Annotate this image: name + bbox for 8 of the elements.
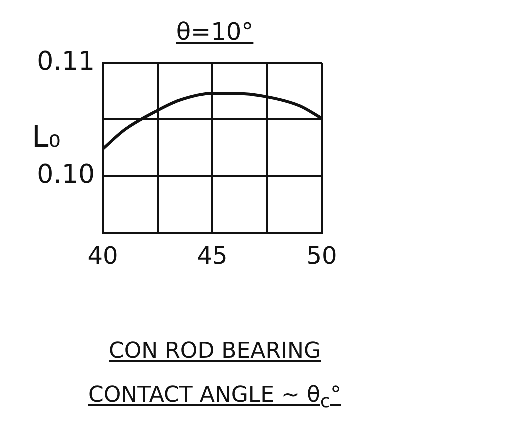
chart-title: θ=10°	[175, 18, 255, 46]
x-tick-label: 50	[306, 242, 338, 270]
x-axis-title: CON ROD BEARING CONTACT ANGLE ~ θ$_{c}$°	[88, 338, 342, 414]
x-tick-label: 40	[88, 242, 118, 270]
y-axis-title: L₀	[32, 120, 61, 155]
y-tick-label: 0.11	[37, 46, 95, 77]
x-tick-label: 45	[197, 242, 228, 270]
y-tick-label: 0.10	[37, 160, 95, 190]
